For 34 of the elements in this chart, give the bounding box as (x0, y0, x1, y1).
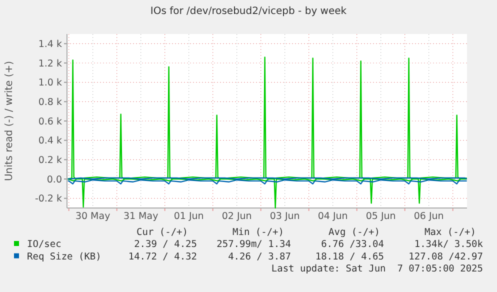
y-axis-title: Units read (-) / write (+) (4, 60, 15, 182)
text: 2.39 / 4.25 (134, 239, 197, 250)
x-tick-label: 02 Jun (222, 211, 252, 222)
text: Last update: Sat Jun 7 07:05:00 2025 (271, 264, 483, 274)
text: 257.99m/ 1.34 (216, 239, 292, 250)
x-tick-label: 03 Jun (270, 211, 300, 222)
x-tick-label: 01 Jun (174, 211, 204, 222)
text: 14.72 / 4.32 (128, 251, 197, 262)
y-tick-label: 1.2 k (38, 58, 62, 70)
legend-label: IO/sec (27, 239, 62, 250)
x-tick-label: 30 May (75, 211, 111, 222)
legend-label: Req Size (KB) (27, 251, 102, 262)
text: 18.18 / 4.65 (315, 251, 384, 262)
x-tick-label: 31 May (123, 211, 159, 222)
text: Min (-/+) (232, 227, 284, 238)
chart-title: IOs for /dev/rosebud2/vicepb - by week (150, 6, 347, 17)
y-tick-label: -0.2 k (34, 194, 62, 205)
text: Cur (-/+) (136, 227, 188, 238)
text: 127.08 /42.97 (408, 251, 483, 262)
text: 6.76 /33.04 (321, 239, 384, 250)
x-tick-label: 04 Jun (318, 211, 348, 222)
y-tick-label: 0.0 (46, 174, 62, 186)
x-tick-label: 05 Jun (366, 211, 396, 222)
x-tick-label: 06 Jun (414, 211, 444, 222)
y-tick-label: 0.4 k (38, 136, 62, 147)
text: Max (-/+) (424, 227, 476, 238)
text: 4.26 / 3.87 (228, 251, 291, 262)
y-tick-label: 0.2 k (38, 154, 62, 166)
text: 1.34k/ 3.50k (414, 239, 484, 250)
text: Avg (-/+) (328, 227, 380, 238)
y-tick-label: 1.0 k (38, 78, 62, 89)
y-tick-label: 0.8 k (38, 96, 62, 108)
y-tick-label: 0.6 k (38, 116, 62, 128)
y-tick-label: 1.4 k (38, 38, 62, 50)
